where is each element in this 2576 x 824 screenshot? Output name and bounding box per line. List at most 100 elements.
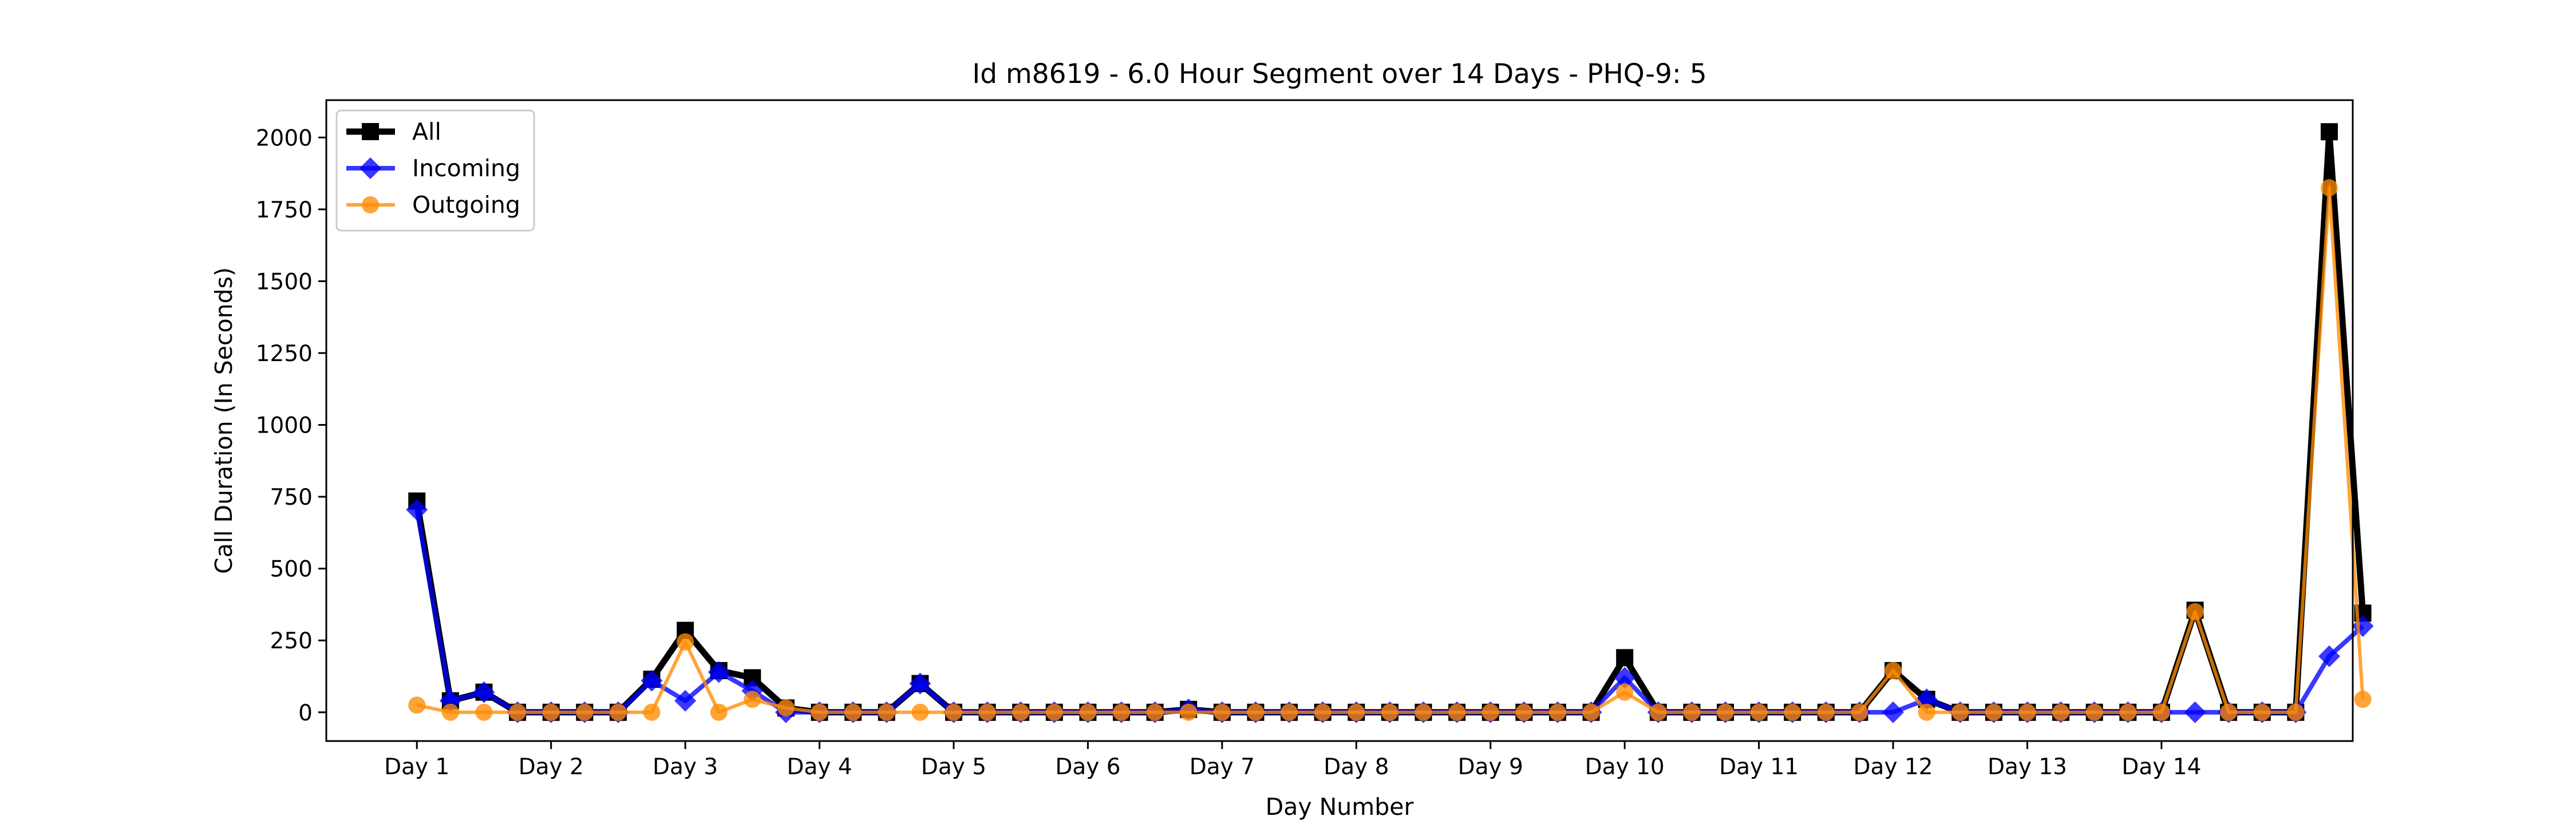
x-tick-label: Day 14: [2121, 754, 2201, 780]
data-point-outgoing: [1348, 703, 1365, 721]
chart-title: Id m8619 - 6.0 Hour Segment over 14 Days…: [972, 58, 1706, 90]
data-point-outgoing: [2085, 703, 2103, 721]
series-outgoing: [408, 179, 2372, 721]
data-point-outgoing: [509, 703, 527, 721]
data-point-outgoing: [1985, 703, 2002, 721]
data-point-outgoing: [878, 703, 895, 721]
data-point-outgoing: [2186, 603, 2204, 620]
x-tick-label: Day 1: [384, 754, 449, 780]
data-point-outgoing: [1146, 703, 1164, 721]
data-point-outgoing: [2354, 691, 2372, 708]
data-point-incoming: [1614, 667, 1636, 689]
legend-label: All: [412, 118, 441, 145]
data-point-outgoing: [1113, 703, 1131, 721]
data-point-outgoing: [1717, 703, 1735, 721]
y-tick-label: 0: [298, 700, 313, 726]
axes: 0 250 500 750 1000 1250 1500 1750 2000 Day 1 Day 2…: [256, 125, 2202, 780]
data-point-outgoing: [643, 703, 661, 721]
data-point-outgoing: [1415, 703, 1432, 721]
data-point-outgoing: [777, 699, 795, 717]
data-point-outgoing: [2220, 703, 2238, 721]
data-point-outgoing: [475, 703, 493, 721]
y-tick-label: 1250: [256, 341, 313, 367]
legend-label: Incoming: [412, 154, 520, 182]
data-point-outgoing: [1381, 703, 1398, 721]
data-point-outgoing: [1616, 683, 1634, 701]
data-point-outgoing: [1784, 703, 1801, 721]
data-point-outgoing: [542, 703, 560, 721]
legend-entry-outgoing: Outgoing: [346, 191, 520, 219]
data-point-outgoing: [978, 703, 996, 721]
x-tick-label: Day 5: [921, 754, 986, 780]
x-tick-label: Day 11: [1719, 754, 1799, 780]
x-tick-label: Day 13: [1988, 754, 2067, 780]
x-tick-label: Day 6: [1055, 754, 1120, 780]
data-point-outgoing: [945, 703, 962, 721]
data-point-incoming: [641, 670, 663, 692]
data-point-outgoing: [1247, 703, 1265, 721]
x-tick-label: Day 3: [653, 754, 718, 780]
data-point-outgoing: [2253, 703, 2271, 721]
data-point-outgoing: [677, 633, 694, 651]
data-point-all: [2320, 123, 2338, 141]
x-tick-label: Day 8: [1323, 754, 1389, 780]
data-point-outgoing: [1180, 703, 1198, 721]
data-point-outgoing: [1448, 703, 1466, 721]
data-point-outgoing: [2018, 703, 2036, 721]
data-point-incoming: [2184, 701, 2206, 723]
y-axis-label: Call Duration (In Seconds): [210, 267, 238, 574]
legend-swatch-marker: [362, 196, 379, 213]
data-point-outgoing: [1851, 703, 1868, 721]
data-point-incoming: [473, 681, 495, 703]
data-point-outgoing: [1079, 703, 1097, 721]
x-tick-label: Day 7: [1190, 754, 1255, 780]
y-tick-label: 250: [270, 628, 313, 654]
data-point-outgoing: [576, 703, 594, 721]
x-axis-label: Day Number: [1266, 793, 1414, 821]
data-point-outgoing: [2119, 703, 2137, 721]
data-point-outgoing: [2287, 703, 2305, 721]
data-point-outgoing: [911, 703, 929, 721]
data-point-outgoing: [441, 703, 459, 721]
data-point-outgoing: [1817, 703, 1835, 721]
data-point-incoming: [909, 672, 931, 695]
data-point-outgoing: [1314, 703, 1332, 721]
data-point-outgoing: [1012, 703, 1030, 721]
data-point-outgoing: [1750, 703, 1768, 721]
data-point-outgoing: [1045, 703, 1063, 721]
data-point-outgoing: [1281, 703, 1298, 721]
data-point-incoming: [406, 498, 428, 521]
legend-swatch-marker: [359, 157, 381, 179]
data-point-outgoing: [710, 703, 728, 721]
data-point-incoming: [2318, 645, 2340, 667]
y-tick-label: 2000: [256, 125, 313, 151]
data-point-incoming: [708, 661, 730, 683]
data-point-outgoing: [1515, 703, 1533, 721]
data-point-outgoing: [1951, 703, 1969, 721]
data-point-outgoing: [408, 696, 426, 714]
y-tick-label: 1000: [256, 413, 313, 439]
plot-frame: [325, 99, 2354, 742]
data-point-outgoing: [2320, 179, 2338, 197]
x-tick-label: Day 10: [1585, 754, 1665, 780]
data-point-outgoing: [1884, 661, 1902, 679]
legend-entry-incoming: Incoming: [346, 154, 520, 182]
data-point-outgoing: [744, 691, 761, 708]
data-point-outgoing: [1548, 703, 1566, 721]
y-tick-label: 500: [270, 557, 313, 583]
data-point-outgoing: [609, 703, 627, 721]
data-point-outgoing: [1481, 703, 1499, 721]
legend-swatch-marker: [362, 123, 379, 140]
data-point-outgoing: [1683, 703, 1701, 721]
legend-label: Outgoing: [412, 191, 520, 219]
data-point-outgoing: [1213, 703, 1231, 721]
y-tick-label: 1500: [256, 269, 313, 295]
data-point-all: [1616, 649, 1634, 667]
data-point-incoming: [1882, 701, 1905, 723]
legend-box: [335, 109, 535, 232]
data-point-outgoing: [2152, 703, 2170, 721]
y-tick-label: 1750: [256, 197, 313, 223]
legend: All Incoming Outgoing: [335, 109, 535, 232]
data-point-outgoing: [1918, 703, 1935, 721]
